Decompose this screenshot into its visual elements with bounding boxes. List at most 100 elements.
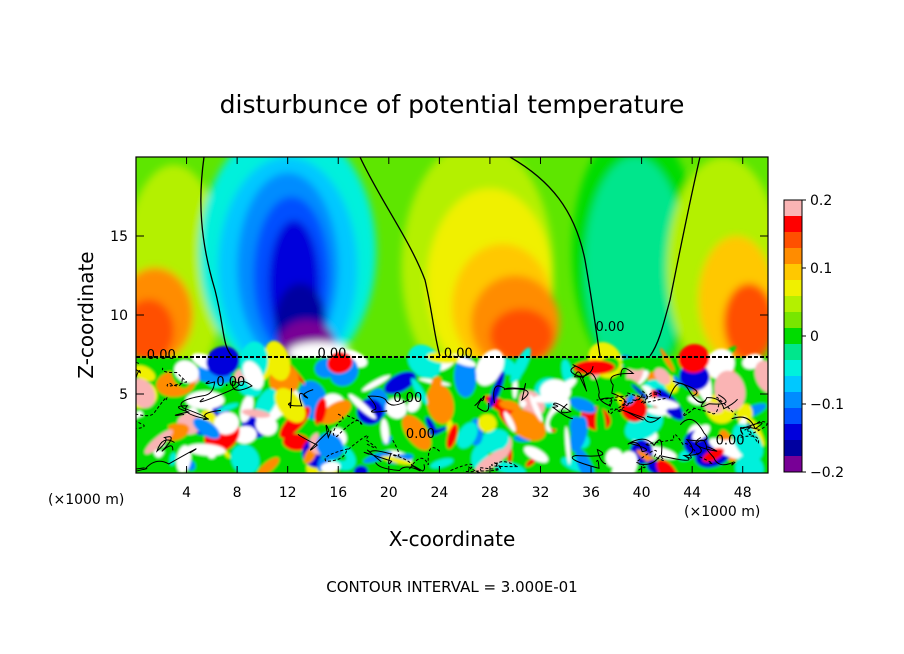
colorbar-swatch-2 [784,232,802,249]
plot-area [136,157,768,473]
eddy-63 [136,365,156,382]
eddy-202 [316,433,344,460]
eddy-109 [348,394,376,419]
eddy-74 [314,398,327,426]
x-tick-label-40: 40 [633,485,651,501]
contour-label-2: 0.00 [444,347,473,362]
eddy-218 [732,423,763,462]
eddy-153 [575,448,595,473]
colorbar-swatch-15 [784,440,802,457]
contour-label-1: 0.00 [317,347,346,362]
eddy-222 [374,363,396,377]
eddy-216 [657,402,670,413]
contour-lines [200,157,701,357]
eddy-166 [257,457,280,473]
eddy-22 [561,359,573,386]
lower-contour-37 [679,418,708,459]
eddy-11 [384,371,416,395]
lower-contour-0 [635,449,665,472]
colorbar-label-1: 0.1 [810,261,832,277]
colorbar-frame [783,199,803,473]
eddy-219 [320,461,341,473]
lower-contour-22 [174,405,221,420]
colorbar-label-0: 0.2 [810,193,832,209]
lower-contour-12 [682,396,737,417]
x-tick-label-28: 28 [481,485,499,501]
eddy-148 [176,445,192,473]
eddy-113 [595,406,607,447]
colorbar-swatch-12 [784,392,802,409]
x-tick-label-16: 16 [329,485,347,501]
eddy-159 [457,422,478,449]
field-blob-17 [584,157,686,379]
eddy-192 [174,360,199,383]
colorbar-label-3: −0.1 [810,397,844,413]
colorbar-swatch-7 [784,312,802,329]
contour-label-6: 0.00 [406,427,435,442]
eddy-58 [362,374,391,392]
eddy-204 [654,367,671,385]
eddy-62 [430,458,454,469]
eddy-164 [549,408,570,430]
eddy-149 [692,424,710,441]
eddy-71 [320,399,352,425]
eddy-172 [569,397,596,414]
x-tick-label-32: 32 [532,485,550,501]
eddy-29 [353,465,368,473]
eddy-151 [621,357,645,371]
y-tick-label-10: 10 [110,308,128,324]
lower-contour-39 [136,396,168,430]
lower-contour-33 [596,390,648,401]
eddy-45 [525,457,537,467]
eddy-167 [478,414,497,433]
eddy-173 [553,382,563,390]
upper-field [136,157,768,394]
colorbar-swatch-10 [784,360,802,377]
lower-contour-29 [199,380,253,403]
x-unit-right: (×1000 m) [684,504,760,520]
lower-contour-8 [668,382,727,408]
eddy-145 [519,400,527,408]
lower-contour-21 [161,367,188,387]
chart-title: disturbunce of potential temperature [220,90,685,119]
eddy-150 [735,454,764,473]
eddy-155 [380,418,390,444]
lower-contour-34 [610,367,635,406]
eddy-161 [529,394,543,422]
contour-label-5: 0.00 [393,391,422,406]
eddy-140 [709,438,745,460]
colorbar-swatch-6 [784,296,802,313]
colorbar-label-2: 0 [810,329,819,345]
contour-label-3: 0.00 [596,320,625,335]
footer-contour-interval: CONTOUR INTERVAL = 3.000E-01 [326,578,577,596]
eddy-132 [556,378,577,395]
eddy-95 [407,398,421,413]
eddy-1 [230,444,260,473]
x-tick-label-8: 8 [233,485,242,501]
x-tick-label-36: 36 [582,485,600,501]
colorbar: 0.2 0.1 0 −0.1 −0.2 [784,193,844,481]
eddy-212 [426,393,437,404]
eddy-229 [570,416,588,452]
lower-contour-18 [738,420,768,445]
eddy-112 [624,378,649,405]
colorbar-swatch-3 [784,248,802,265]
contour-zero-right-a [509,157,601,357]
eddy-72 [736,403,753,424]
eddy-163 [702,447,725,463]
lower-contour-4 [474,395,490,412]
lower-contour-10 [493,383,529,404]
colorbar-label-4: −0.2 [810,465,844,481]
eddy-199 [678,344,710,373]
colorbar-swatch-9 [784,344,802,361]
y-axis-ticks: 5 10 15 [110,229,768,403]
y-tick-label-5: 5 [119,387,128,403]
eddy-179 [714,370,746,412]
eddy-215 [206,346,240,377]
eddy-165 [503,411,516,432]
eddy-224 [207,449,217,459]
y-axis-label: Z-coordinate [74,251,98,378]
eddy-152 [488,371,505,409]
eddy-89 [524,446,549,463]
colorbar-swatch-5 [784,280,802,297]
